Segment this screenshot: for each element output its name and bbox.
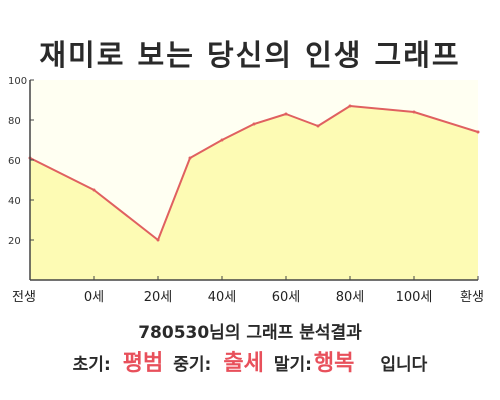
y-tick-label: 80 <box>8 116 21 127</box>
result-heading: 780530님의 그래프 분석결과 <box>138 323 362 343</box>
area-fill <box>30 106 478 280</box>
x-tick-label: 100세 <box>396 290 433 305</box>
data-point <box>412 110 416 114</box>
y-tick-label: 60 <box>8 156 21 167</box>
page-title: 재미로 보는 당신의 인생 그래프 <box>39 38 461 72</box>
data-point <box>252 122 256 126</box>
y-tick-label: 40 <box>8 196 21 207</box>
early-value: 평범 <box>122 351 164 376</box>
x-tick-label: 환생 <box>460 290 484 305</box>
data-point <box>188 156 192 160</box>
data-point <box>348 104 352 108</box>
data-point <box>476 130 480 134</box>
early-label: 초기: <box>72 355 111 375</box>
late-label: 말기: <box>273 355 312 375</box>
data-point <box>92 188 96 192</box>
x-tick-label: 60세 <box>272 290 301 305</box>
result-ending: 입니다 <box>380 355 428 375</box>
data-point <box>156 238 160 242</box>
x-tick-label: 40세 <box>208 290 237 305</box>
x-tick-label: 20세 <box>144 290 173 305</box>
y-tick-label: 100 <box>8 76 27 87</box>
data-point <box>316 124 320 128</box>
y-tick-label: 20 <box>8 236 21 247</box>
x-tick-label: 80세 <box>336 290 365 305</box>
result-summary: 초기: 평범 중기: 출세 말기:행복 입니다 <box>0 345 500 377</box>
x-tick-label: 전생 <box>12 290 36 305</box>
middle-value: 출세 <box>223 351 264 376</box>
data-point <box>220 138 224 142</box>
data-point <box>284 112 288 116</box>
middle-label: 중기: <box>173 355 212 375</box>
x-tick-label: 0세 <box>84 290 104 305</box>
late-value: 행복 <box>313 351 355 376</box>
